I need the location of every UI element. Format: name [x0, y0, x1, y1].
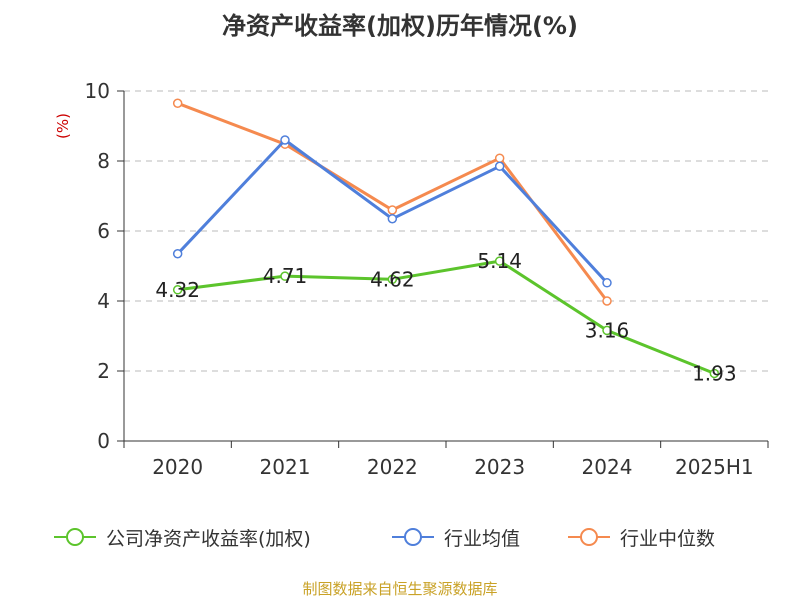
data-point — [602, 296, 612, 306]
x-tick-label: 2023 — [474, 455, 525, 479]
source-note: 制图数据来自恒生聚源数据库 — [302, 580, 498, 598]
data-point — [172, 285, 183, 295]
legend-label-industry-avg: 行业均值 — [444, 527, 521, 550]
data-point — [602, 278, 612, 288]
data-label: 3.16 — [585, 318, 630, 342]
y-axis-label: (%) — [54, 113, 72, 139]
data-label: 5.14 — [477, 249, 522, 273]
data-point — [494, 256, 505, 266]
legend-label-industry-median: 行业中位数 — [620, 527, 716, 550]
y-tick-label: 8 — [97, 149, 110, 173]
legend-marker-industry-median-icon — [568, 528, 610, 546]
x-tick-label: 2021 — [260, 455, 311, 479]
data-point — [494, 153, 505, 163]
y-tick-label: 2 — [97, 359, 110, 383]
data-point — [172, 98, 183, 108]
data-point — [709, 368, 720, 379]
data-point — [387, 205, 398, 215]
data-point — [602, 325, 612, 336]
x-tick-label: 2020 — [152, 455, 203, 479]
data-label: 4.62 — [370, 267, 415, 291]
grid-lines — [124, 90, 768, 372]
legend-marker-industry-avg-icon — [392, 528, 434, 546]
data-point — [494, 161, 505, 171]
x-tick-label: 2024 — [582, 455, 633, 479]
x-tick-label: 2022 — [367, 455, 418, 479]
legend-item-industry-avg[interactable]: 行业均值 — [390, 522, 520, 552]
data-label: 4.71 — [263, 264, 308, 288]
data-point — [172, 249, 183, 259]
x-tick-label: 2025H1 — [675, 455, 754, 479]
legend-marker-company-icon — [54, 528, 96, 546]
data-label: 1.93 — [692, 361, 737, 385]
chart-title: 净资产收益率(加权)历年情况(%) — [222, 12, 578, 40]
data-point — [387, 214, 398, 224]
data-label: 4.32 — [155, 278, 200, 302]
data-point — [387, 274, 398, 285]
y-tick-label: 6 — [97, 219, 110, 243]
legend-label-company: 公司净资产收益率(加权) — [106, 527, 311, 550]
legend-item-industry-median[interactable]: 行业中位数 — [566, 522, 715, 552]
legend-item-company[interactable]: 公司净资产收益率(加权) — [52, 522, 311, 552]
data-point — [280, 271, 290, 281]
y-tick-label: 4 — [97, 289, 110, 313]
series-lines — [172, 98, 720, 379]
legend: 公司净资产收益率(加权) 行业均值 行业中位数 — [0, 522, 800, 552]
y-tick-label: 10 — [85, 79, 110, 103]
series-line-0 — [177, 259, 715, 375]
data-labels: 4.32 4.71 4.62 5.14 3.16 1.93 — [155, 249, 736, 385]
y-tick-label: 0 — [97, 429, 110, 453]
data-point — [280, 135, 290, 145]
axes: 0 2 4 6 8 10 2020 2021 2022 2023 2024 2025H1 (%) — [54, 79, 769, 479]
